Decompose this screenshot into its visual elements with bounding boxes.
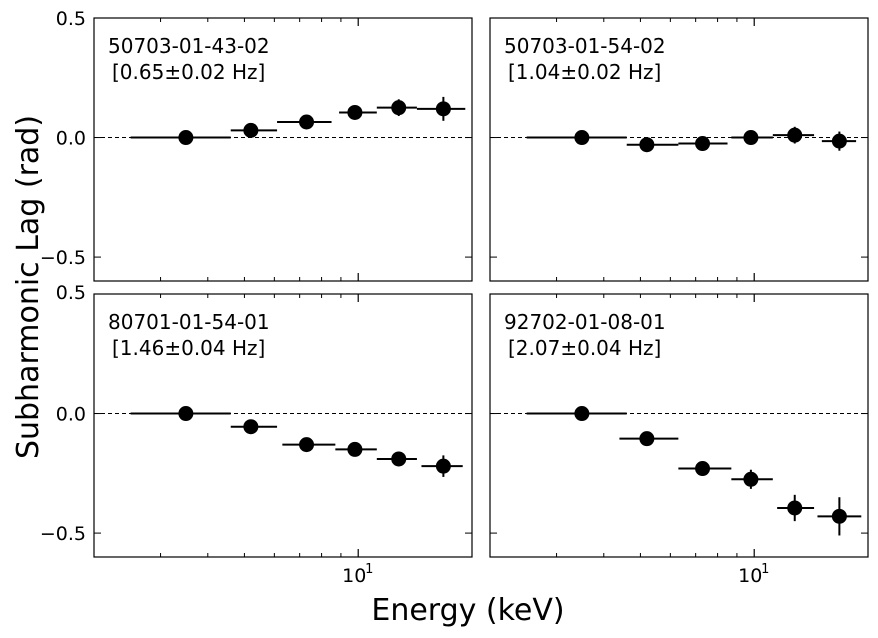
data-marker xyxy=(435,101,451,117)
data-marker xyxy=(574,406,590,422)
axes-frame xyxy=(93,17,473,282)
data-point xyxy=(282,437,336,453)
data-point xyxy=(277,114,332,130)
data-marker xyxy=(743,471,759,487)
data-point xyxy=(731,130,773,146)
data-marker xyxy=(243,122,259,138)
panel-obsid-label: 80701-01-54-01 xyxy=(108,310,270,334)
data-point xyxy=(678,136,728,152)
panel-bottom-right: 101 92702-01-08-01[2.07±0.04 Hz] xyxy=(489,293,869,587)
data-marker xyxy=(787,127,803,143)
data-point xyxy=(626,137,679,153)
x-tick-label-exponent: 1 xyxy=(365,562,373,577)
y-tick-label: 0.0 xyxy=(56,404,86,426)
data-marker xyxy=(347,104,363,120)
y-axis-label: Subharmonic Lag (rad) xyxy=(11,115,46,459)
data-marker xyxy=(391,451,407,467)
data-marker xyxy=(178,406,194,422)
data-point xyxy=(526,406,627,422)
data-marker xyxy=(435,458,451,474)
data-marker xyxy=(639,431,655,447)
x-tick-label: 10 xyxy=(342,565,366,587)
data-marker xyxy=(243,419,259,435)
data-marker xyxy=(831,508,847,524)
data-marker xyxy=(391,100,407,116)
panel-top-right: 50703-01-54-02[1.04±0.02 Hz] xyxy=(489,17,869,282)
data-marker xyxy=(787,500,803,516)
y-tick-label: 0.5 xyxy=(56,8,86,30)
axes-frame xyxy=(489,293,869,558)
panel-top-left: 0.5 0.0 −0.5 50703-01-43-02[0.65±0.02 Hz] xyxy=(40,8,473,282)
data-point xyxy=(230,419,278,435)
data-marker xyxy=(347,441,363,457)
data-marker xyxy=(299,114,315,130)
y-tick-label: 0.5 xyxy=(56,282,86,304)
axes-frame xyxy=(489,17,869,282)
data-point xyxy=(335,441,377,457)
axes-frame xyxy=(93,293,473,558)
data-point xyxy=(821,131,857,151)
data-point xyxy=(772,126,815,144)
x-axis-label: Energy (keV) xyxy=(371,593,564,628)
data-point xyxy=(376,99,417,117)
data-point xyxy=(731,469,773,489)
data-point xyxy=(619,431,679,447)
data-marker xyxy=(831,133,847,149)
panel-obsid-label: 50703-01-43-02 xyxy=(108,34,270,58)
data-point xyxy=(376,451,417,467)
panel-frequency-label: [1.46±0.04 Hz] xyxy=(112,336,265,360)
y-tick-label: −0.5 xyxy=(40,523,86,545)
data-marker xyxy=(178,130,194,146)
data-point xyxy=(526,130,627,146)
panel-frequency-label: [2.07±0.04 Hz] xyxy=(508,336,661,360)
data-point xyxy=(421,455,463,477)
data-point xyxy=(130,406,231,422)
data-point xyxy=(230,122,278,138)
data-point xyxy=(678,461,732,477)
data-marker xyxy=(695,136,711,152)
data-marker xyxy=(299,437,315,453)
panel-obsid-label: 92702-01-08-01 xyxy=(504,310,666,334)
data-point xyxy=(416,96,466,121)
data-point xyxy=(339,104,377,120)
data-marker xyxy=(574,130,590,146)
data-marker xyxy=(743,130,759,146)
data-point xyxy=(777,494,815,522)
y-tick-label: −0.5 xyxy=(40,247,86,269)
x-tick-label: 10 xyxy=(738,565,762,587)
y-tick-label: 0.0 xyxy=(56,128,86,150)
panel-bottom-left: 0.5 0.0 −0.5 101 80701-01-54-01[1.46±0.04 Hz… xyxy=(40,282,473,587)
panel-frequency-label: [1.04±0.02 Hz] xyxy=(508,60,661,84)
panel-obsid-label: 50703-01-54-02 xyxy=(504,34,666,58)
data-marker xyxy=(639,137,655,153)
x-tick-label-exponent: 1 xyxy=(761,562,769,577)
data-marker xyxy=(695,461,711,477)
data-point xyxy=(130,130,231,146)
panel-frequency-label: [0.65±0.02 Hz] xyxy=(112,60,265,84)
data-point xyxy=(817,497,862,536)
